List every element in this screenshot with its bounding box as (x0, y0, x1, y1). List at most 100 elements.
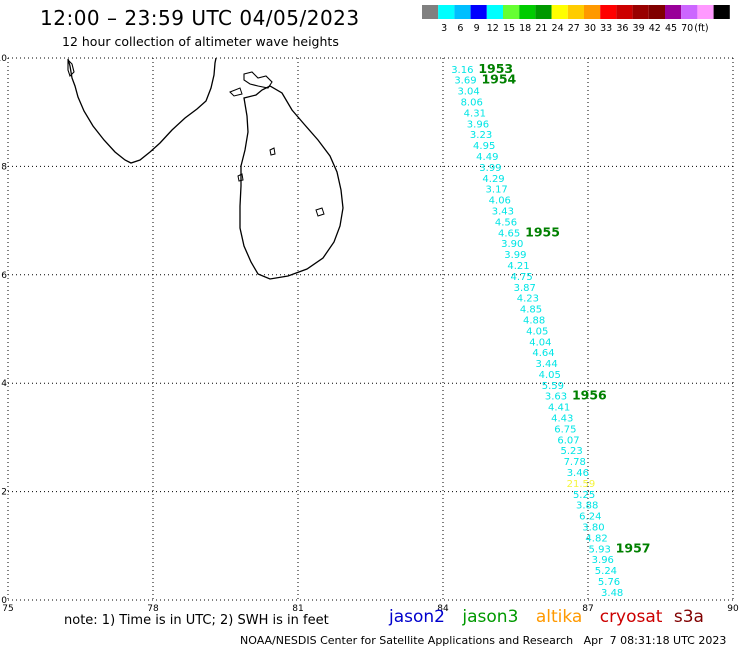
jaffna-peninsula (243, 71, 273, 89)
swh-value: 3.87 (514, 283, 536, 294)
color-scale-tick: 36 (616, 23, 628, 34)
swh-value: 4.21 (507, 261, 529, 272)
swh-value: 3.80 (582, 522, 604, 533)
swh-value: 3.48 (601, 588, 623, 599)
color-swatch (600, 5, 617, 19)
color-swatch (697, 5, 714, 19)
footer-credit: NOAA/NESDIS Center for Satellite Applica… (240, 634, 726, 647)
page-title: 12:00 – 23:59 UTC 04/05/2023 (40, 6, 360, 30)
swh-value: 5.25 (573, 490, 595, 501)
color-scale-legend: 3 6 9 12 15 18 21 24 27 30 33 36 39 42 45 70 (ft) (422, 5, 730, 34)
satellite-jason3: jason3 (462, 607, 519, 627)
swh-value: 4.04 (529, 337, 551, 348)
color-scale-tick: 39 (633, 23, 645, 34)
altimeter-track: 3.163.693.048.064.313.963.234.954.493.99… (451, 65, 623, 599)
satellite-cryosat: cryosat (599, 607, 663, 627)
swh-value: 4.05 (526, 326, 548, 337)
swh-value: 3.96 (592, 555, 614, 566)
color-swatch (438, 5, 455, 19)
swh-value: 4.82 (585, 533, 607, 544)
swh-value: 4.43 (551, 414, 573, 425)
swh-value: 5.93 (589, 544, 611, 555)
lat-tick-label: 2 (1, 488, 7, 498)
time-label: 1956 (572, 388, 607, 403)
swh-value: 3.17 (486, 185, 508, 196)
swh-value: 3.69 (454, 76, 476, 87)
color-swatch (454, 5, 471, 19)
lon-tick-label: 78 (147, 604, 159, 614)
swh-value: 3.99 (479, 163, 501, 174)
color-scale-tick: 30 (584, 23, 596, 34)
page-subtitle: 12 hour collection of altimeter wave hei… (62, 34, 339, 49)
credit-text: NOAA/NESDIS Center for Satellite Applica… (240, 634, 574, 647)
color-swatch (503, 5, 520, 19)
swh-value: 4.05 (539, 370, 561, 381)
color-scale-tick: 3 (441, 23, 447, 34)
mannar-island (229, 87, 243, 97)
swh-value: 5.23 (560, 446, 582, 457)
swh-value: 5.59 (542, 381, 564, 392)
swh-value: 3.90 (501, 239, 523, 250)
swh-value: 4.65 (498, 228, 520, 239)
india-coastline (67, 57, 217, 164)
lon-tick-label: 75 (2, 604, 13, 614)
small-island (237, 173, 244, 182)
satellite-legend: jason2 jason3 altika cryosat s3a (389, 607, 716, 627)
swh-value: 3.16 (451, 65, 473, 76)
india-coastline-fragment (67, 58, 75, 78)
swh-value: 3.88 (576, 501, 598, 512)
color-swatch (632, 5, 649, 19)
lon-tick-label: 84 (437, 604, 449, 614)
color-scale-tick: 42 (649, 23, 661, 34)
lat-tick-label: 6 (1, 271, 7, 281)
color-scale-tick: 27 (568, 23, 580, 34)
swh-value: 3.96 (467, 119, 489, 130)
swh-value: 5.24 (595, 566, 617, 577)
color-swatch (584, 5, 601, 19)
lon-tick-label: 90 (727, 604, 739, 614)
swh-value: 6.75 (554, 424, 576, 435)
color-scale-unit: (ft) (694, 23, 708, 34)
satellite-s3a: s3a (673, 607, 704, 627)
units-note: note: 1) Time is in UTC; 2) SWH is in fe… (64, 613, 329, 628)
lon-tick-label: 87 (582, 604, 593, 614)
color-swatch (519, 5, 536, 19)
swh-value: 5.76 (598, 577, 620, 588)
swh-value: 3.63 (545, 392, 567, 403)
swh-value: 4.06 (489, 196, 511, 207)
color-swatch (422, 5, 439, 19)
color-swatch (648, 5, 665, 19)
swh-value: 3.44 (535, 359, 557, 370)
color-swatch (665, 5, 682, 19)
color-swatch (470, 5, 487, 19)
color-scale-tick: 15 (503, 23, 515, 34)
swh-value: 4.49 (476, 152, 498, 163)
swh-value: 3.46 (567, 468, 589, 479)
color-scale-tick: 33 (600, 23, 612, 34)
time-label: 1955 (525, 224, 560, 239)
swh-value: 4.41 (548, 403, 570, 414)
color-swatch (713, 5, 730, 19)
map-grid (7, 57, 734, 601)
swh-value: 8.06 (461, 98, 483, 109)
swh-value: 4.23 (517, 294, 539, 305)
color-swatch (486, 5, 503, 19)
satellite-jason2: jason2 (389, 607, 445, 627)
swh-value: 6.07 (557, 435, 579, 446)
color-swatch (551, 5, 568, 19)
swh-value: 3.99 (504, 250, 526, 261)
sri-lanka-outline (239, 85, 344, 280)
color-swatch (535, 5, 552, 19)
color-swatch (681, 5, 698, 19)
swh-value: 4.88 (523, 315, 545, 326)
swh-value: 21.59 (567, 479, 596, 490)
map-axes: 75 78 81 84 87 90 10 8 6 4 2 0 (0, 54, 739, 614)
swh-value: 3.43 (492, 206, 514, 217)
time-label: 1953 (478, 61, 513, 76)
swh-value: 4.95 (473, 141, 495, 152)
swh-value: 4.85 (520, 305, 542, 316)
color-scale-tick: 24 (552, 23, 564, 34)
sri-lanka-coastline (67, 57, 344, 280)
swh-value: 3.23 (470, 130, 492, 141)
